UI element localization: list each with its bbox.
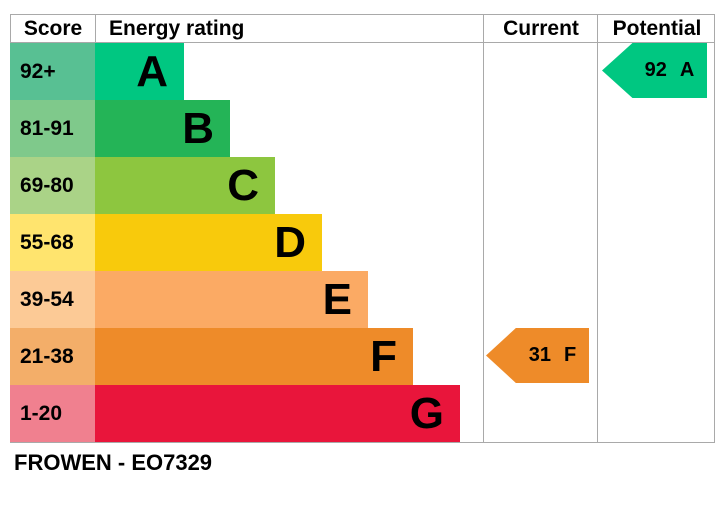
band-rows: 92+ A 81-91 B 69-80 C 55-68 D 39-54 E 21…	[10, 43, 714, 442]
epc-band-row: 92+ A	[10, 43, 714, 100]
epc-band-row: 21-38 F	[10, 328, 714, 385]
header-energy-rating: Energy rating	[109, 17, 245, 40]
reference-label: FROWEN - EO7329	[14, 450, 213, 475]
table-header: Score Energy rating Current Potential	[10, 15, 714, 43]
epc-band-row: 39-54 E	[10, 271, 714, 328]
band-score-range: 39-54	[10, 271, 95, 328]
band-letter: F	[370, 331, 397, 381]
current-column-divider	[483, 15, 484, 442]
current-rating-value: 31	[528, 344, 552, 366]
band-score-range: 92+	[10, 43, 95, 100]
band-score-range: 55-68	[10, 214, 95, 271]
band-letter: G	[409, 388, 444, 438]
band-bar: A	[95, 43, 184, 100]
band-bar: B	[95, 100, 230, 157]
epc-band-row: 81-91 B	[10, 100, 714, 157]
potential-rating-value: 92	[644, 59, 667, 81]
band-score-range: 81-91	[10, 100, 95, 157]
band-score-range: 69-80	[10, 157, 95, 214]
header-potential: Potential	[612, 17, 702, 40]
band-bar: C	[95, 157, 275, 214]
band-bar: D	[95, 214, 322, 271]
band-score-range: 21-38	[10, 328, 95, 385]
band-letter: D	[274, 217, 306, 267]
header-score: Score	[11, 15, 96, 42]
band-letter: A	[136, 46, 168, 96]
band-letter: B	[182, 103, 214, 153]
band-score-range: 1-20	[10, 385, 95, 442]
header-current: Current	[503, 17, 579, 40]
band-bar: E	[95, 271, 368, 328]
potential-column-divider	[597, 15, 598, 442]
band-letter: C	[227, 160, 259, 210]
potential-rating-letter: A	[679, 59, 695, 81]
band-bar: F	[95, 328, 413, 385]
band-letter: E	[322, 274, 352, 324]
epc-table: Score Energy rating Current Potential 92…	[10, 14, 715, 443]
epc-band-row: 55-68 D	[10, 214, 714, 271]
epc-band-row: 69-80 C	[10, 157, 714, 214]
band-bar: G	[95, 385, 460, 442]
epc-band-row: 1-20 G	[10, 385, 714, 442]
current-rating-letter: F	[564, 344, 577, 366]
